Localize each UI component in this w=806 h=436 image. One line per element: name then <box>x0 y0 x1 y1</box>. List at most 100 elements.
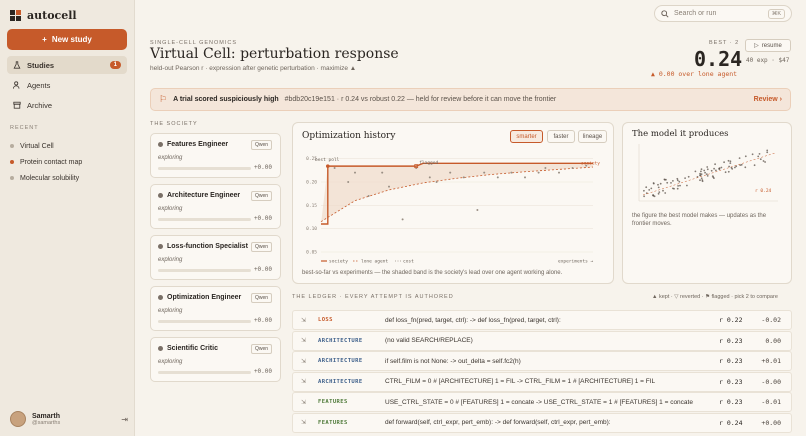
agent-card[interactable]: Loss-function Specialist Qwen exploring +0.… <box>150 235 281 280</box>
prediction-point <box>653 195 656 198</box>
prediction-point <box>739 164 742 166</box>
prediction-point <box>678 180 681 183</box>
main-content: Search or run ⌘K SINGLE-CELL GENOMICS Vi… <box>136 0 806 436</box>
agent-model-badge: Qwen <box>250 191 272 201</box>
experiment-point <box>347 181 350 183</box>
y-tick-label: 0.15 <box>306 203 317 209</box>
prediction-point <box>670 182 672 184</box>
prediction-point <box>663 178 666 181</box>
prediction-point <box>679 184 681 187</box>
prediction-point <box>744 166 747 169</box>
prediction-point <box>652 194 654 197</box>
society-line <box>321 162 593 225</box>
prediction-point <box>676 177 679 180</box>
sidebar: autocell + New study Studies 1 Agents Ar… <box>0 0 135 436</box>
sidebar-item-label: Agents <box>27 80 51 90</box>
tab-smarter[interactable]: smarter <box>510 130 543 143</box>
recent-list: Virtual Cell Protein contact map Molecul… <box>10 138 82 186</box>
agent-status-dot-icon <box>158 193 163 198</box>
prediction-point <box>676 187 679 190</box>
ledger-row[interactable]: ⇲ ARCHITECTURE (no valid SEARCH/REPLACE) r … <box>292 330 792 351</box>
prediction-point <box>686 184 688 187</box>
recent-item-label: Molecular solubility <box>20 174 80 182</box>
y-tick-label: 0.20 <box>306 180 317 186</box>
expand-chevron-icon[interactable]: ⇲ <box>301 420 307 426</box>
prediction-point <box>740 163 743 166</box>
expand-chevron-icon[interactable]: ⇲ <box>301 399 307 406</box>
flag-icon: ⚐ <box>159 94 168 104</box>
prediction-point <box>728 165 730 168</box>
ledger-diff: if self.film is not None: -> out_delta =… <box>385 357 521 365</box>
sidebar-item-archive[interactable]: Archive <box>7 96 127 114</box>
agent-card[interactable]: Architecture Engineer Qwen exploring +0.00 <box>150 184 281 229</box>
agent-name-label: Optimization Engineer <box>167 294 242 301</box>
ledger-diff: USE_CTRL_STATE = 0 # [FEATURES] 1 = conc… <box>385 398 693 406</box>
ledger-row[interactable]: ⇲ ARCHITECTURE if self.film is not None: -… <box>292 351 792 371</box>
prediction-point <box>704 171 706 174</box>
prediction-point <box>714 163 716 166</box>
sidebar-item-studies[interactable]: Studies 1 <box>7 56 127 74</box>
agent-card[interactable]: Scientific Critic Qwen exploring +0.00 <box>150 337 281 382</box>
alert-title: A trial scored suspiciously high <box>173 96 279 103</box>
brand[interactable]: autocell <box>10 9 77 22</box>
ledger-legend: ▲ kept · ▽ reverted · ⚑ flagged · pick 2… <box>652 294 778 300</box>
expand-chevron-icon[interactable]: ⇲ <box>301 338 307 344</box>
recent-item-virtual-cell[interactable]: Virtual Cell <box>10 138 82 154</box>
new-study-button[interactable]: + New study <box>7 29 127 50</box>
app-name: autocell <box>27 9 77 22</box>
ledger-row[interactable]: ⇲ ARCHITECTURE CTRL_FILM = 0 # [ARCHITECTU… <box>292 371 792 392</box>
studies-count-badge: 1 <box>109 61 121 69</box>
ledger-score: r 0.23 <box>719 377 743 386</box>
logout-icon[interactable]: ⇥ <box>121 414 128 424</box>
recent-item-protein-contact-map[interactable]: Protein contact map <box>10 154 82 170</box>
ledger-score: r 0.22 <box>719 316 743 324</box>
ledger-diff: (no valid SEARCH/REPLACE) <box>385 337 473 344</box>
ledger-kind: ARCHITECTURE <box>318 378 363 385</box>
experiment-point <box>476 209 479 211</box>
prediction-point <box>705 173 708 176</box>
user-name: Samarth <box>32 412 61 420</box>
lone-agent-line <box>320 166 594 223</box>
prediction-point <box>643 189 645 192</box>
agent-name: Optimization Engineer <box>158 294 241 301</box>
ledger-diff: def forward(self, ctrl_expr, pert_emb): … <box>385 419 611 426</box>
agent-delta: +0.00 <box>253 317 272 324</box>
search-input[interactable]: Search or run ⌘K <box>654 5 792 22</box>
status-dot-icon <box>10 144 14 148</box>
prediction-point <box>643 195 645 198</box>
prediction-point <box>751 153 754 156</box>
experiment-point <box>537 171 540 174</box>
recent-item-molecular-solubility[interactable]: Molecular solubility <box>10 170 82 186</box>
prediction-point <box>744 155 747 158</box>
user-profile[interactable]: Samarth @samarths ⇥ <box>10 411 128 427</box>
ledger-delta: 0.00 <box>765 336 781 345</box>
prediction-point <box>677 185 679 187</box>
ledger-kind: FEATURES <box>318 399 348 405</box>
expand-chevron-icon[interactable]: ⇲ <box>301 358 307 365</box>
best-point <box>326 164 330 168</box>
ledger-row[interactable]: ⇲ FEATURES USE_CTRL_STATE = 0 # [FEATURES]… <box>292 392 792 412</box>
prediction-point <box>700 177 703 180</box>
review-link[interactable]: Review › <box>753 96 782 103</box>
experiment-point <box>524 176 526 179</box>
resume-button[interactable]: ▷ resume <box>745 39 791 52</box>
ledger-kind: FEATURES <box>318 419 348 426</box>
expand-chevron-icon[interactable]: ⇲ <box>301 317 307 324</box>
sidebar-item-agents[interactable]: Agents <box>7 76 127 94</box>
agent-card[interactable]: Features Engineer Qwen exploring +0.00 <box>150 133 281 178</box>
tab-lineage[interactable]: lineage <box>578 130 607 143</box>
experiment-point <box>585 164 588 167</box>
agent-status: exploring <box>158 155 183 161</box>
prediction-point <box>715 169 717 172</box>
optimization-history-card: Optimization history smarter faster line… <box>292 122 614 284</box>
experiment-point <box>483 171 486 174</box>
ledger-row[interactable]: ⇲ LOSS def loss_fn(pred, target, ctrl): ->… <box>292 310 792 330</box>
agent-progress-bar <box>158 218 251 221</box>
tab-faster[interactable]: faster <box>547 130 575 143</box>
prediction-point <box>706 166 709 168</box>
agent-name: Scientific Critic <box>158 345 218 352</box>
agent-card[interactable]: Optimization Engineer Qwen exploring +0.00 <box>150 286 281 331</box>
prediction-point <box>664 192 667 194</box>
ledger-row[interactable]: ⇲ FEATURES def forward(self, ctrl_expr, pe… <box>292 412 792 433</box>
expand-chevron-icon[interactable]: ⇲ <box>301 379 307 385</box>
